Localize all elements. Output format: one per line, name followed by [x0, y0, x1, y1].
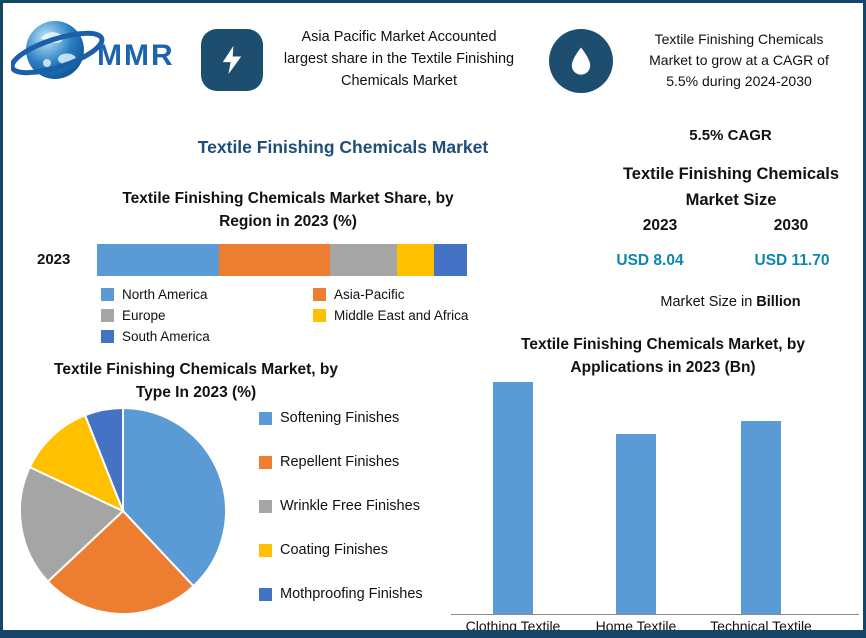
applications-chart-title: Textile Finishing Chemicals Market, by A… [521, 336, 805, 377]
bar-clothing-textile [493, 382, 533, 614]
pie-slice [83, 406, 124, 512]
pie-chart-title: Textile Finishing Chemicals Market, by T… [54, 361, 338, 402]
bar-label: Clothing Textile [465, 618, 561, 634]
legend-label: Coating Finishes [280, 542, 388, 558]
legend-item: Mothproofing Finishes [259, 586, 423, 602]
region-chart-year-label: 2023 [37, 251, 71, 268]
region-bar-segment [396, 244, 434, 276]
x-axis-line [451, 614, 859, 615]
market-size-2023-value: USD 8.04 [616, 252, 684, 269]
region-chart-title: Textile Finishing Chemicals Market Share… [122, 190, 454, 231]
legend-label: Repellent Finishes [280, 454, 400, 470]
callout-flame-text: Textile Finishing Chemicals Market to gr… [649, 30, 829, 89]
legend-swatch [101, 330, 114, 343]
legend-swatch [101, 309, 114, 322]
pie-slice [19, 465, 125, 583]
legend-swatch [259, 499, 272, 513]
type-pie-chart [19, 406, 227, 615]
bar-label: Technical Textile [710, 618, 812, 634]
market-size-title: Textile Finishing Chemicals Market Size [622, 165, 840, 209]
bar-technical-textile [741, 421, 781, 614]
legend-swatch [313, 288, 326, 301]
legend-swatch [259, 455, 272, 469]
region-bar-segment [433, 244, 467, 276]
legend-label: Middle East and Africa [334, 308, 469, 323]
water-drop-icon [571, 47, 591, 75]
legend-item: Repellent Finishes [259, 454, 423, 470]
legend-item: Softening Finishes [259, 410, 423, 426]
page-title: Textile Finishing Chemicals Market [197, 137, 489, 157]
lightning-icon [222, 45, 242, 75]
globe-icon [11, 21, 105, 79]
legend-item: Middle East and Africa [313, 308, 495, 323]
callout-lightning-text: Asia Pacific Market Accounted largest sh… [283, 29, 515, 89]
legend-swatch [259, 411, 272, 425]
region-legend: North America Asia-Pacific Europe Middle… [101, 287, 495, 344]
flame-badge [549, 29, 613, 93]
legend-item: North America [101, 287, 313, 302]
legend-swatch [259, 587, 272, 601]
lightning-badge [201, 29, 263, 91]
pie-legend: Softening Finishes Repellent Finishes Wr… [259, 410, 423, 602]
year-2023-label: 2023 [642, 217, 678, 234]
bar-home-textile [616, 434, 656, 614]
legend-label: Asia-Pacific [334, 287, 405, 302]
year-2030-label: 2030 [773, 217, 809, 234]
legend-label: Mothproofing Finishes [280, 586, 423, 602]
pie-slice [46, 509, 195, 615]
legend-label: Softening Finishes [280, 410, 400, 426]
market-size-note-prefix: Market Size in [660, 294, 757, 310]
region-stacked-bar [97, 244, 467, 276]
legend-item: Europe [101, 308, 313, 323]
legend-swatch [313, 309, 326, 322]
pie-slice [28, 413, 125, 513]
legend-label: North America [122, 287, 208, 302]
legend-label: Europe [122, 308, 166, 323]
legend-swatch [259, 543, 272, 557]
legend-swatch [101, 288, 114, 301]
market-size-2030-value: USD 11.70 [754, 252, 830, 269]
region-bar-segment [219, 244, 331, 276]
legend-item: South America [101, 329, 313, 344]
applications-chart: Clothing Textile Home Textile Technical … [451, 375, 859, 630]
bar-label: Home Textile [595, 618, 677, 634]
legend-label: South America [122, 329, 210, 344]
legend-item: Coating Finishes [259, 542, 423, 558]
region-bar-segment [97, 244, 220, 276]
logo-text: MMR [97, 39, 175, 72]
legend-label: Wrinkle Free Finishes [280, 498, 420, 514]
mmr-logo: MMR [11, 21, 175, 79]
legend-item: Asia-Pacific [313, 287, 495, 302]
pie-slice [122, 406, 227, 588]
cagr-text: 5.5% CAGR [689, 127, 772, 144]
legend-item: Wrinkle Free Finishes [259, 498, 423, 514]
market-size-note-unit: Billion [756, 294, 801, 310]
region-bar-segment [330, 244, 397, 276]
market-size-note: Market Size in Billion [623, 294, 838, 310]
